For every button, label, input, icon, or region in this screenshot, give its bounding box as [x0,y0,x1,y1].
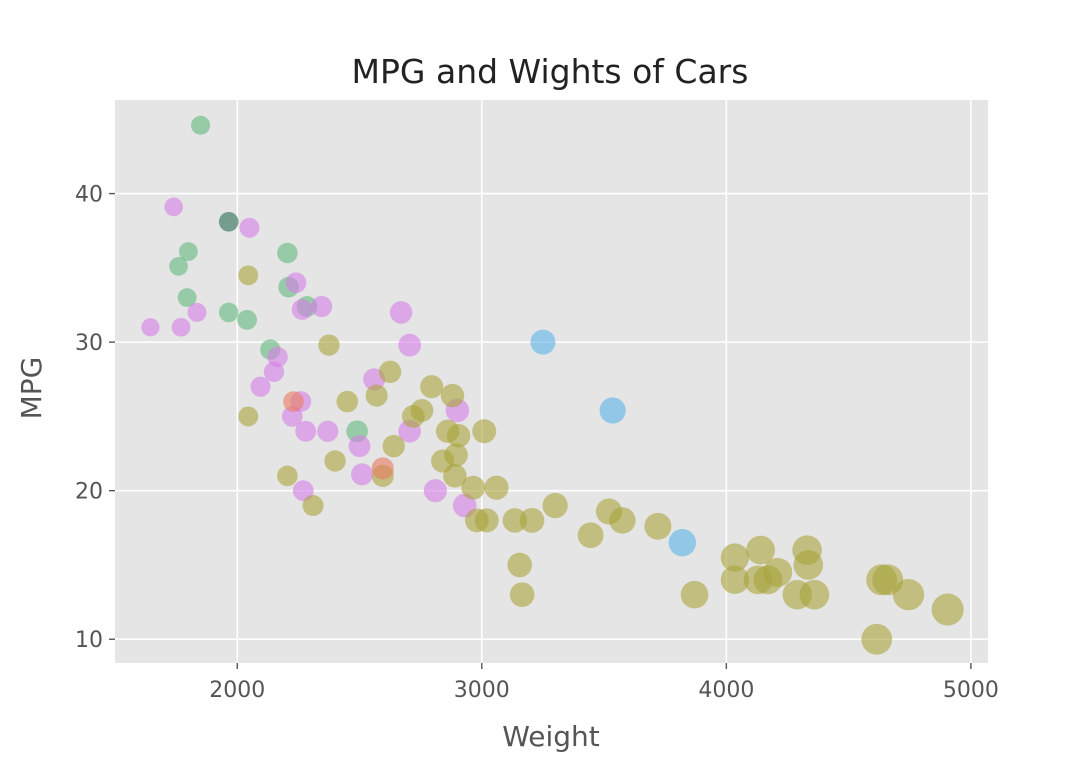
scatter-point [171,317,191,337]
scatter-point [285,272,307,294]
scatter-point [507,552,533,578]
scatter-point [474,508,499,533]
scatter-point [382,434,405,458]
scatter-point [141,318,160,337]
chart-title: MPG and Wights of Cars [352,52,749,91]
scatter-point [472,419,497,444]
scatter-point [644,512,672,540]
scatter-point [351,463,373,486]
x-tick-label: 3000 [454,678,510,703]
scatter-point [542,492,568,519]
x-tick-label: 2000 [209,678,265,703]
scatter-point [410,399,434,422]
plot-area [115,100,988,663]
scatter-point [291,299,313,320]
scatter-point [680,580,709,609]
scatter-point [420,375,444,399]
scatter-point [187,302,207,322]
scatter-point [324,450,346,472]
scatter-point [530,329,556,355]
scatter-point [238,265,259,286]
y-tick-label: 10 [75,628,103,653]
scatter-point [519,507,545,533]
scatter-point [389,301,413,324]
scatter-point [461,475,486,500]
scatter-point [720,565,750,594]
scatter-point [509,582,535,607]
scatter-point [746,535,775,565]
scatter-point [371,457,394,480]
scatter-point [577,522,604,549]
scatter-point [191,115,211,135]
y-tick-label: 40 [75,183,103,208]
scatter-point [336,390,359,413]
scatter-point [178,242,198,261]
scatter-point [169,257,188,276]
scatter-point [317,420,339,442]
axis-ticks: 2000 3000 4000 5000 10 20 30 40 [75,183,999,703]
scatter-point [218,212,239,232]
scatter-point [239,217,260,238]
scatter-point [446,423,471,448]
scatter-point [502,508,528,533]
scatter-point [398,333,422,357]
scatter-point [263,361,285,383]
scatter-point [283,391,304,412]
scatter-point [365,384,388,407]
scatter-point [277,242,298,264]
scatter-point [931,593,964,626]
x-tick-label: 4000 [698,678,754,703]
data-points [141,115,964,655]
scatter-point [443,464,467,488]
scatter-point [311,295,333,318]
y-axis-label: MPG [15,357,48,420]
scatter-point [484,475,509,500]
scatter-point [292,480,314,502]
scatter-point [295,420,317,442]
scatter-point [799,579,830,610]
scatter-point [302,495,324,517]
scatter-point [237,309,257,330]
y-tick-label: 30 [75,331,103,356]
scatter-point [793,550,824,580]
scatter-point [238,406,259,427]
scatter-point [440,383,465,408]
scatter-point [318,334,340,356]
scatter-point [668,528,697,557]
scatter-point [892,578,925,611]
x-axis-label: Weight [502,720,600,753]
scatter-point [348,435,371,458]
scatter-point [423,479,447,503]
scatter-point [861,623,893,655]
scatter-point [444,443,468,467]
scatter-point [164,197,183,217]
scatter-point [599,397,626,424]
scatter-point [609,507,636,534]
scatter-point [250,376,271,397]
scatter-point [218,302,239,323]
scatter-point [378,360,402,384]
y-tick-label: 20 [75,480,103,505]
scatter-point [277,465,298,487]
scatter-point [720,543,750,572]
x-tick-label: 5000 [943,678,999,703]
scatter-point [763,557,793,587]
scatter-point [177,288,197,307]
